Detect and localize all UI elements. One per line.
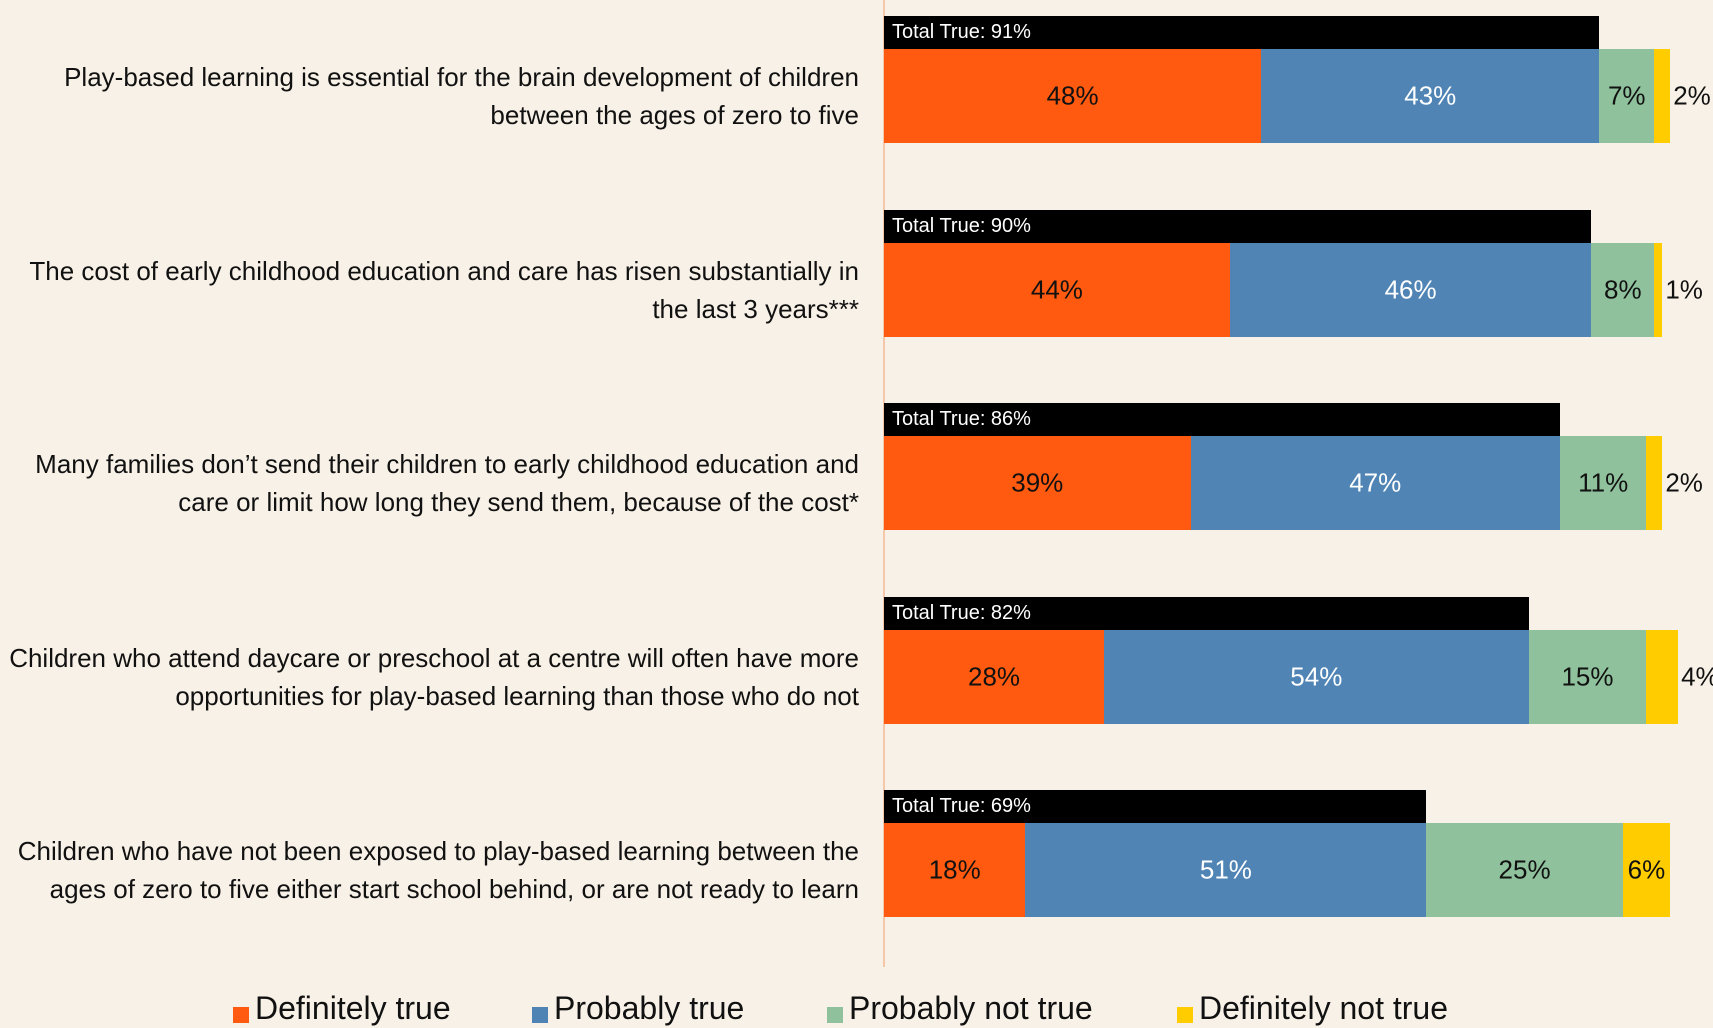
legend-swatch — [1177, 1007, 1193, 1023]
bar-segment — [1622, 823, 1670, 917]
total-label: Total True: 69% — [892, 795, 1031, 817]
bar-segment — [1190, 436, 1560, 530]
total-bar — [884, 16, 1600, 49]
bar-segment — [884, 823, 1026, 917]
bar-segment — [884, 49, 1262, 143]
total-label: Total True: 90% — [892, 214, 1031, 237]
value-label: 4% — [1681, 661, 1713, 691]
category-label: Children who have not been exposed to pl… — [17, 836, 859, 904]
value-label: 15% — [1561, 661, 1614, 691]
bar-segment — [1426, 823, 1623, 917]
bar-segment — [1591, 242, 1655, 337]
value-label: 48% — [1046, 80, 1099, 111]
bar-segment — [884, 436, 1191, 530]
legend-label: Probably true — [554, 990, 745, 1026]
legend-item: Definitely true — [233, 990, 451, 1027]
bar-segment — [1559, 436, 1647, 530]
total-bar — [884, 209, 1592, 243]
legend-label: Definitely true — [255, 990, 451, 1026]
total-bar — [884, 596, 1529, 630]
total-label: Total True: 82% — [892, 601, 1031, 624]
bar-segment — [884, 242, 1230, 337]
legend-item: Probably not true — [827, 990, 1093, 1027]
bar-segment — [1229, 242, 1592, 337]
legend-label: Probably not true — [849, 990, 1093, 1026]
legend-item: Definitely not true — [1177, 990, 1448, 1027]
category-label: Play-based learning is essential for the… — [64, 62, 859, 130]
value-label: 2% — [1673, 80, 1711, 111]
bar-segment — [1654, 49, 1670, 143]
value-label: 11% — [1578, 467, 1629, 498]
value-label: 43% — [1404, 80, 1457, 111]
legend-item: Probably true — [532, 990, 744, 1027]
legend-swatch — [532, 1007, 548, 1023]
value-label: 25% — [1498, 854, 1551, 885]
bar-segment — [1528, 629, 1647, 724]
bar-segment — [1646, 436, 1663, 530]
bar-segment — [1646, 629, 1678, 724]
legend-swatch — [827, 1007, 843, 1023]
value-label: 44% — [1030, 274, 1083, 304]
bar-segment — [1654, 242, 1663, 337]
value-label: 18% — [928, 854, 981, 885]
value-label: 54% — [1290, 661, 1343, 691]
legend-label: Definitely not true — [1199, 990, 1449, 1026]
value-label: 1% — [1665, 274, 1703, 304]
category-label: Children who attend daycare or preschool… — [9, 642, 859, 711]
value-label: 46% — [1384, 274, 1437, 304]
value-label: 6% — [1627, 854, 1666, 885]
category-label: The cost of early childhood education an… — [29, 255, 859, 324]
bar-segment — [1025, 823, 1427, 917]
value-label: 28% — [968, 661, 1021, 691]
bar-segment — [1599, 49, 1655, 143]
value-label: 47% — [1349, 467, 1402, 498]
total-label: Total True: 91% — [892, 21, 1031, 43]
value-label: 8% — [1604, 274, 1642, 304]
value-label: 2% — [1665, 467, 1703, 498]
legend-swatch — [233, 1007, 249, 1023]
value-label: 7% — [1607, 80, 1646, 111]
bar-segment — [1261, 49, 1600, 143]
total-bar — [884, 790, 1427, 823]
value-label: 39% — [1011, 467, 1064, 498]
bar-segment — [884, 629, 1105, 724]
total-label: Total True: 86% — [892, 408, 1031, 430]
total-bar — [884, 403, 1560, 436]
bar-segment — [1104, 629, 1529, 724]
category-label: Many families don’t send their children … — [35, 449, 859, 517]
value-label: 51% — [1199, 854, 1252, 885]
